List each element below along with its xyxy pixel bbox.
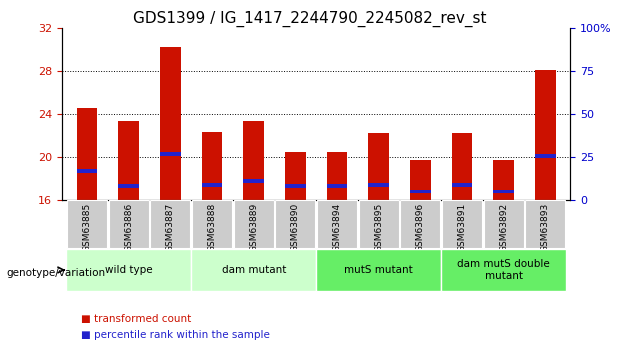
Text: wild type: wild type [105, 265, 153, 275]
Bar [77, 108, 97, 200]
Bar [192, 200, 232, 248]
Bar [118, 121, 139, 200]
Bar [484, 200, 524, 248]
Text: GDS1399 / IG_1417_2244790_2245082_rev_st: GDS1399 / IG_1417_2244790_2245082_rev_st [133, 10, 487, 27]
Bar [150, 200, 190, 248]
Bar [535, 70, 556, 200]
Bar [401, 200, 440, 248]
Bar [285, 151, 306, 200]
Text: GSM63896: GSM63896 [416, 203, 425, 252]
Bar [234, 200, 273, 248]
Text: GSM63892: GSM63892 [499, 203, 508, 252]
Bar [327, 151, 347, 200]
Bar [327, 184, 347, 188]
Bar [77, 169, 97, 173]
Bar [317, 200, 357, 248]
Bar [494, 160, 514, 200]
Text: GSM63886: GSM63886 [124, 203, 133, 252]
Bar [525, 200, 565, 248]
Text: genotype/variation: genotype/variation [6, 268, 105, 277]
Text: ■ transformed count: ■ transformed count [81, 314, 191, 324]
Bar [243, 179, 264, 183]
Text: GSM63885: GSM63885 [82, 203, 92, 252]
Text: ■ percentile rank within the sample: ■ percentile rank within the sample [81, 330, 270, 339]
Bar [494, 190, 514, 193]
Bar [368, 183, 389, 187]
Bar [66, 249, 191, 290]
Bar [535, 154, 556, 158]
Bar [202, 183, 223, 187]
Text: GSM63891: GSM63891 [458, 203, 467, 252]
Bar [442, 200, 482, 248]
Bar [410, 190, 431, 193]
Text: GSM63894: GSM63894 [332, 203, 342, 252]
Text: GSM63893: GSM63893 [541, 203, 550, 252]
Text: GSM63888: GSM63888 [208, 203, 216, 252]
Bar [243, 121, 264, 200]
Bar [359, 200, 399, 248]
Bar [316, 249, 441, 290]
Bar [368, 133, 389, 200]
Bar [160, 152, 181, 156]
Text: dam mutant: dam mutant [221, 265, 286, 275]
Text: GSM63887: GSM63887 [166, 203, 175, 252]
Bar [67, 200, 107, 248]
Bar [160, 47, 181, 200]
Bar [202, 132, 223, 200]
Text: GSM63895: GSM63895 [374, 203, 383, 252]
Text: GSM63889: GSM63889 [249, 203, 258, 252]
Bar [191, 249, 316, 290]
Bar [275, 200, 316, 248]
Bar [451, 183, 472, 187]
Text: dam mutS double
mutant: dam mutS double mutant [458, 259, 550, 281]
Bar [410, 160, 431, 200]
Bar [451, 133, 472, 200]
Bar [118, 184, 139, 188]
Bar [108, 200, 149, 248]
Bar [285, 184, 306, 188]
Text: mutS mutant: mutS mutant [344, 265, 413, 275]
Bar [441, 249, 566, 290]
Text: GSM63890: GSM63890 [291, 203, 300, 252]
